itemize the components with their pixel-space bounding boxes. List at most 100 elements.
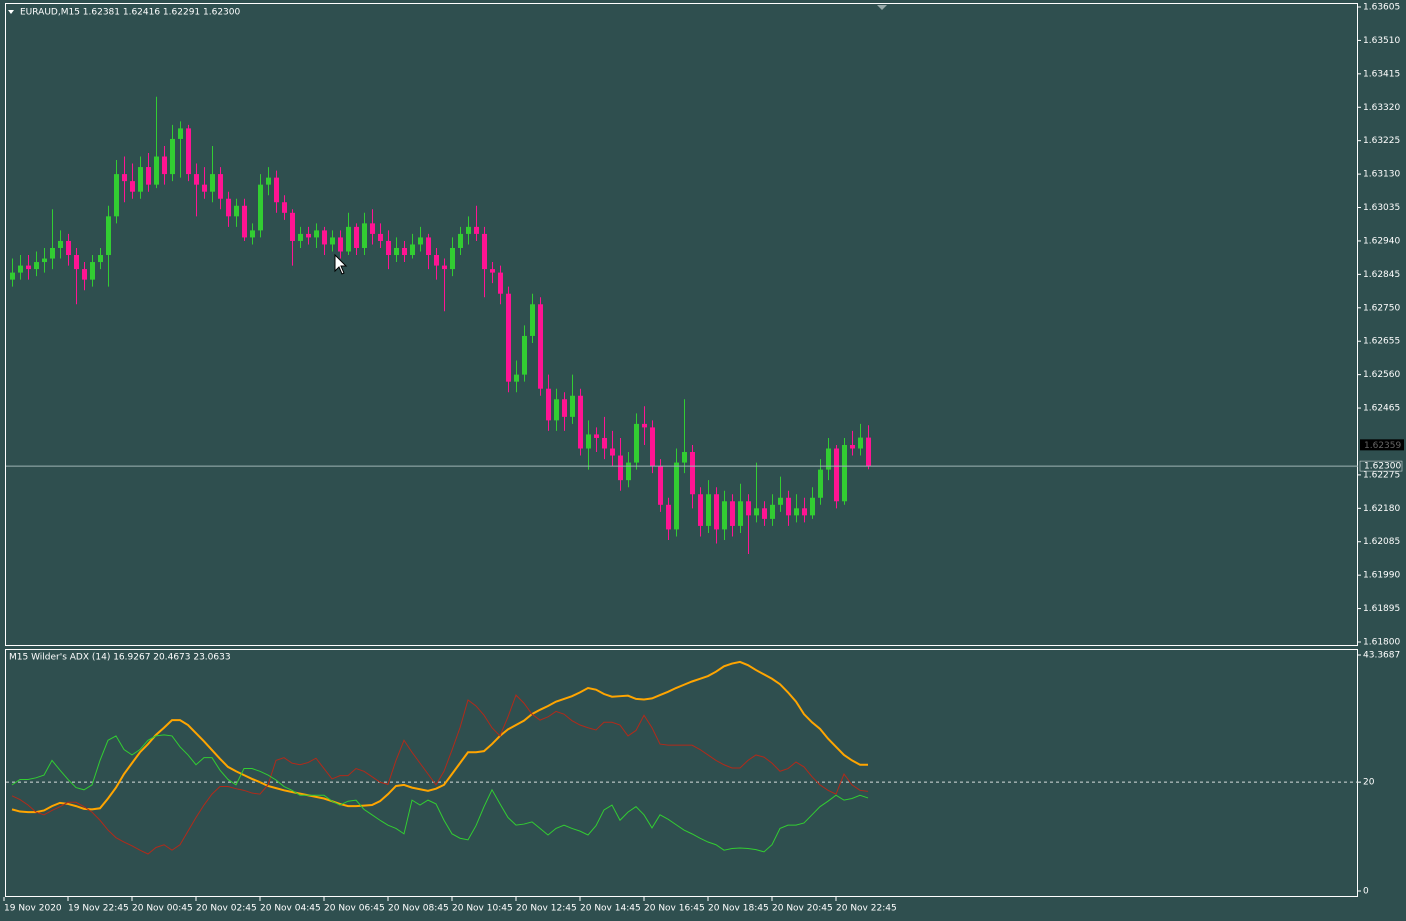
candle-body xyxy=(394,247,399,256)
candle-body xyxy=(770,504,775,519)
candle-body xyxy=(690,452,695,495)
y-tick-label: 1.62845 xyxy=(1363,270,1400,280)
candle-body xyxy=(658,466,663,505)
candle-body xyxy=(746,501,751,516)
y-tick-label: 1.62940 xyxy=(1363,236,1400,246)
main-pane-frame xyxy=(5,3,1358,646)
candle-body xyxy=(490,269,495,273)
main-pane: 1.63605 1.63510 1.63415 1.63320 1.63225 1.631… xyxy=(6,3,1404,648)
candle-body xyxy=(26,265,31,270)
candle-body xyxy=(50,247,55,259)
candle-body xyxy=(850,444,855,449)
candle-body xyxy=(642,423,647,428)
candle-body xyxy=(562,399,567,417)
candle-body xyxy=(682,452,687,463)
y-tick-label: 1.62655 xyxy=(1363,337,1400,347)
menu-arrow[interactable] xyxy=(8,10,14,14)
candle-body xyxy=(186,128,191,175)
y-tick-label: 1.63320 xyxy=(1363,103,1400,113)
time-label: 20 Nov 16:45 xyxy=(644,904,705,914)
candle-body xyxy=(386,240,391,256)
candle-body xyxy=(234,205,239,217)
time-label: 19 Nov 22:45 xyxy=(68,904,129,914)
candle-body xyxy=(714,494,719,530)
candle-body xyxy=(618,455,623,481)
candle-body xyxy=(794,508,799,516)
candle-body xyxy=(322,230,327,245)
candle-body xyxy=(330,237,335,245)
candle-body xyxy=(218,174,223,199)
candle-body xyxy=(442,265,447,270)
candle-body xyxy=(818,469,823,498)
candle-body xyxy=(730,501,735,526)
candle-body xyxy=(538,304,543,389)
candle-body xyxy=(834,448,839,502)
candle-body xyxy=(338,237,343,252)
candle-body xyxy=(698,494,703,526)
candle-body xyxy=(530,304,535,336)
candle-body xyxy=(106,216,111,256)
time-label: 20 Nov 20:45 xyxy=(772,904,833,914)
candle-body xyxy=(242,205,247,238)
time-label: 20 Nov 08:45 xyxy=(388,904,449,914)
candle-body xyxy=(74,255,79,270)
candle-body xyxy=(866,437,871,467)
shift-marker xyxy=(877,5,887,10)
candle-body xyxy=(650,427,655,467)
candle-body xyxy=(754,508,759,516)
candle-body xyxy=(826,448,831,470)
candle-body xyxy=(810,497,815,516)
candle-body xyxy=(506,293,511,382)
y-tick-label: 1.63510 xyxy=(1363,36,1400,46)
candle-body xyxy=(370,223,375,234)
candle-body xyxy=(426,237,431,256)
candle-body xyxy=(410,244,415,256)
candle-body xyxy=(362,223,367,248)
candle-body xyxy=(802,508,807,516)
candle-body xyxy=(282,202,287,213)
time-label: 20 Nov 14:45 xyxy=(580,904,641,914)
candle-body xyxy=(146,167,151,185)
candle-body xyxy=(114,174,119,217)
candle-body xyxy=(434,255,439,266)
candle-body xyxy=(266,177,271,185)
candle-body xyxy=(586,434,591,449)
candle-body xyxy=(90,262,95,280)
candle-body xyxy=(546,388,551,421)
candle-body xyxy=(786,497,791,516)
candle-body xyxy=(842,444,847,502)
candle-body xyxy=(274,177,279,203)
y-tick-label: 1.62275 xyxy=(1363,470,1400,480)
y-tick-label: 1.61895 xyxy=(1363,604,1400,614)
y-tick-label: 43.3687 xyxy=(1363,651,1400,661)
candle-body xyxy=(578,395,583,449)
candle-body xyxy=(418,237,423,245)
y-tick-label: 1.62750 xyxy=(1363,303,1400,313)
time-label: 20 Nov 04:45 xyxy=(260,904,321,914)
candle-body xyxy=(162,156,167,175)
y-tick-label: 1.61990 xyxy=(1363,571,1400,581)
candle-body xyxy=(194,174,199,185)
y-tick-label: 1.63225 xyxy=(1363,136,1400,146)
candle-body xyxy=(602,437,607,449)
candle-body xyxy=(674,462,679,530)
candle-body xyxy=(722,501,727,530)
time-label: 20 Nov 06:45 xyxy=(324,904,385,914)
candle-body xyxy=(378,233,383,241)
candle-body xyxy=(18,265,23,273)
candle-body xyxy=(738,501,743,526)
candle-body xyxy=(138,167,143,192)
candle-body xyxy=(178,128,183,139)
candle-body xyxy=(474,226,479,234)
y-tick-label: 1.62180 xyxy=(1363,504,1400,514)
candle-body xyxy=(66,240,71,256)
candle-body xyxy=(290,212,295,241)
indicator-line xyxy=(11,694,869,855)
bid-label-box xyxy=(1359,460,1403,472)
indicator-pane: 43.3687 20 0 xyxy=(6,651,1400,897)
candle-body xyxy=(154,156,159,185)
candle-body xyxy=(170,138,175,175)
time-label: 20 Nov 18:45 xyxy=(708,904,769,914)
candle-body xyxy=(626,462,631,481)
